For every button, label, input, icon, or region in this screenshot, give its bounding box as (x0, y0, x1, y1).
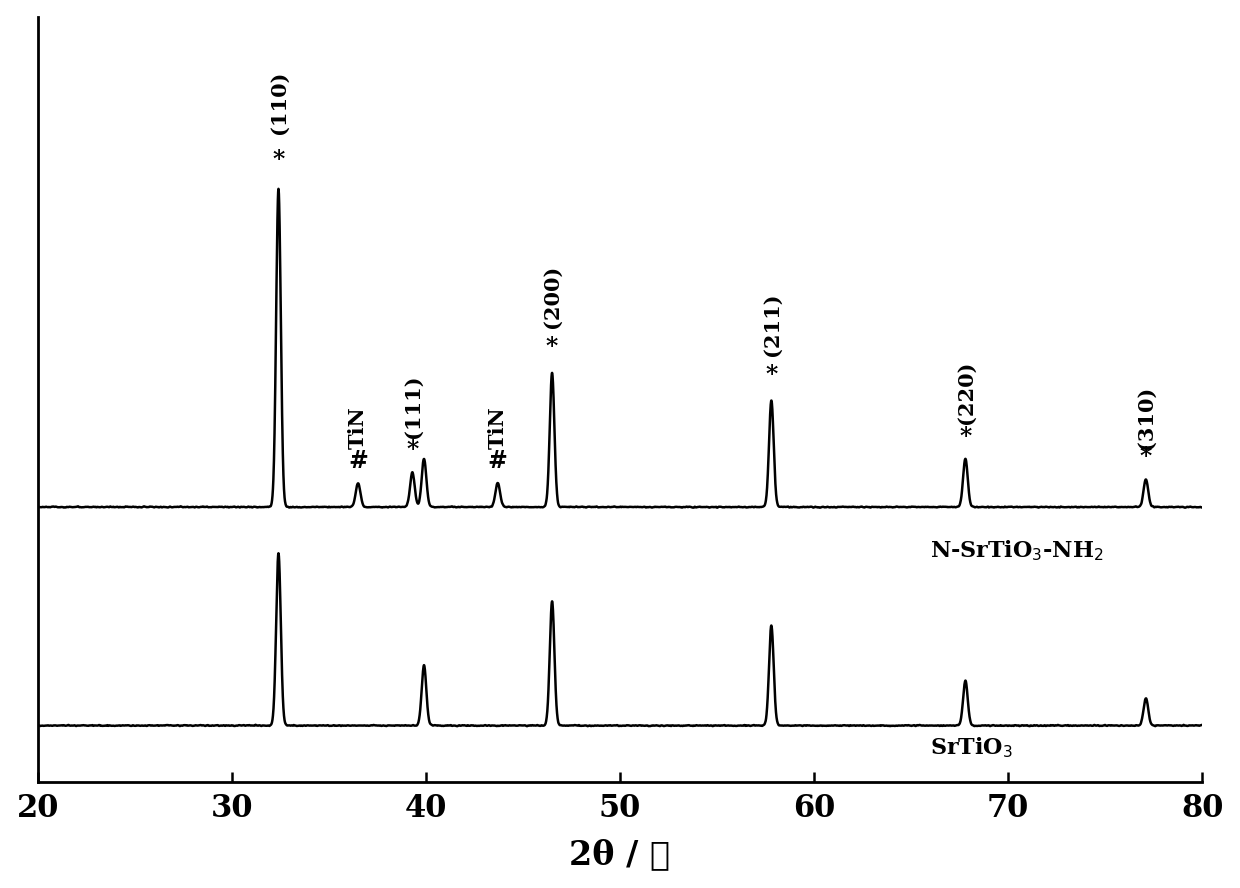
Text: (211): (211) (761, 292, 781, 355)
Text: TiN: TiN (487, 406, 507, 448)
Text: (110): (110) (269, 70, 289, 134)
Text: *: * (765, 362, 777, 386)
Text: (200): (200) (542, 265, 562, 328)
Text: (111): (111) (402, 375, 423, 438)
Text: *: * (1140, 445, 1152, 469)
Text: *: * (546, 335, 558, 359)
Text: #: # (348, 448, 368, 472)
Text: (220): (220) (955, 361, 976, 424)
Text: TiN: TiN (348, 406, 368, 448)
Text: N-SrTiO$_3$-NH$_2$: N-SrTiO$_3$-NH$_2$ (930, 538, 1104, 563)
Text: SrTiO$_3$: SrTiO$_3$ (930, 736, 1013, 760)
Text: #: # (487, 448, 507, 472)
X-axis label: 2θ / 度: 2θ / 度 (569, 838, 671, 871)
Text: *: * (960, 424, 971, 448)
Text: (310): (310) (1136, 385, 1156, 448)
Text: *: * (407, 439, 418, 463)
Text: *: * (273, 147, 285, 171)
